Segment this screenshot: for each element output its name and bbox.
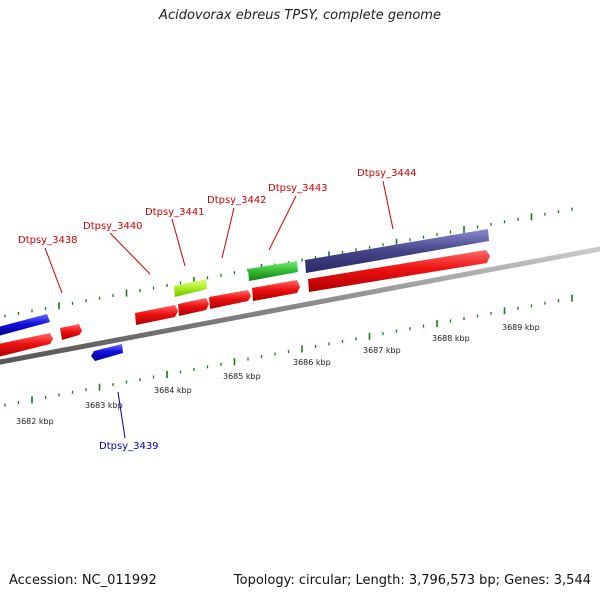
forward-gene-dtpsy-3444[interactable] <box>308 250 490 292</box>
forward-gene-dtpsy-3440[interactable] <box>135 305 178 325</box>
gene-label-dtpsy-3439[interactable]: Dtpsy_3439 <box>99 441 159 452</box>
gene-label-dtpsy-3438[interactable]: Dtpsy_3438 <box>18 235 78 246</box>
tick-tracks <box>4 207 573 407</box>
forward-gene-dtpsy-3442[interactable] <box>209 290 251 309</box>
leader-line-dtpsy-3438 <box>44 247 63 294</box>
scale-label: 3685 kbp <box>223 372 261 381</box>
gene-label-dtpsy-3443[interactable]: Dtpsy_3443 <box>268 183 328 194</box>
accession-text: Accession: NC_011992 <box>9 573 157 588</box>
genome-title: Acidovorax ebreus TPSY, complete genome <box>159 8 441 23</box>
rna-feature-lime[interactable] <box>174 279 207 297</box>
leader-line-dtpsy-3439 <box>117 391 126 439</box>
scale-label: 3684 kbp <box>154 386 192 395</box>
forward-gene-left[interactable] <box>0 333 53 357</box>
gene-label-dtpsy-3442[interactable]: Dtpsy_3442 <box>207 195 267 206</box>
forward-gene-dtpsy-3441[interactable] <box>178 298 209 316</box>
forward-gene-dtpsy-3438[interactable] <box>60 324 82 340</box>
scale-label: 3686 kbp <box>293 358 331 367</box>
reverse-gene-dtpsy-3439[interactable] <box>91 344 123 361</box>
gene-label-dtpsy-3444[interactable]: Dtpsy_3444 <box>357 168 417 179</box>
scale-label: 3689 kbp <box>502 323 540 332</box>
gene-label-dtpsy-3441[interactable]: Dtpsy_3441 <box>145 207 205 218</box>
leader-line-dtpsy-3440 <box>109 232 151 275</box>
scale-label: 3683 kbp <box>85 401 123 410</box>
leader-line-dtpsy-3443 <box>268 195 297 251</box>
leader-line-dtpsy-3442 <box>221 207 235 259</box>
long-feature-dtpsy-3444[interactable] <box>305 229 489 273</box>
leader-line-dtpsy-3444 <box>382 180 394 230</box>
scale-labels: 3682 kbp 3683 kbp 3684 kbp 3685 kbp 3686 kbp… <box>16 323 540 426</box>
scale-label: 3687 kbp <box>363 346 401 355</box>
leader-line-dtpsy-3441 <box>171 218 186 267</box>
scale-label: 3688 kbp <box>432 334 470 343</box>
genome-backbone <box>0 246 600 365</box>
gene-labels: Dtpsy_3438 Dtpsy_3439 Dtpsy_3440Dtpsy_3441… <box>18 168 417 452</box>
forward-gene-dtpsy-3443[interactable] <box>252 280 300 301</box>
rna-feature-green[interactable] <box>248 261 298 281</box>
scale-label: 3682 kbp <box>16 417 54 426</box>
gene-label-dtpsy-3440[interactable]: Dtpsy_3440 <box>83 221 143 232</box>
reverse-gene-left[interactable] <box>0 314 50 336</box>
genome-summary-text: Topology: circular; Length: 3,796,573 bp… <box>233 573 591 588</box>
